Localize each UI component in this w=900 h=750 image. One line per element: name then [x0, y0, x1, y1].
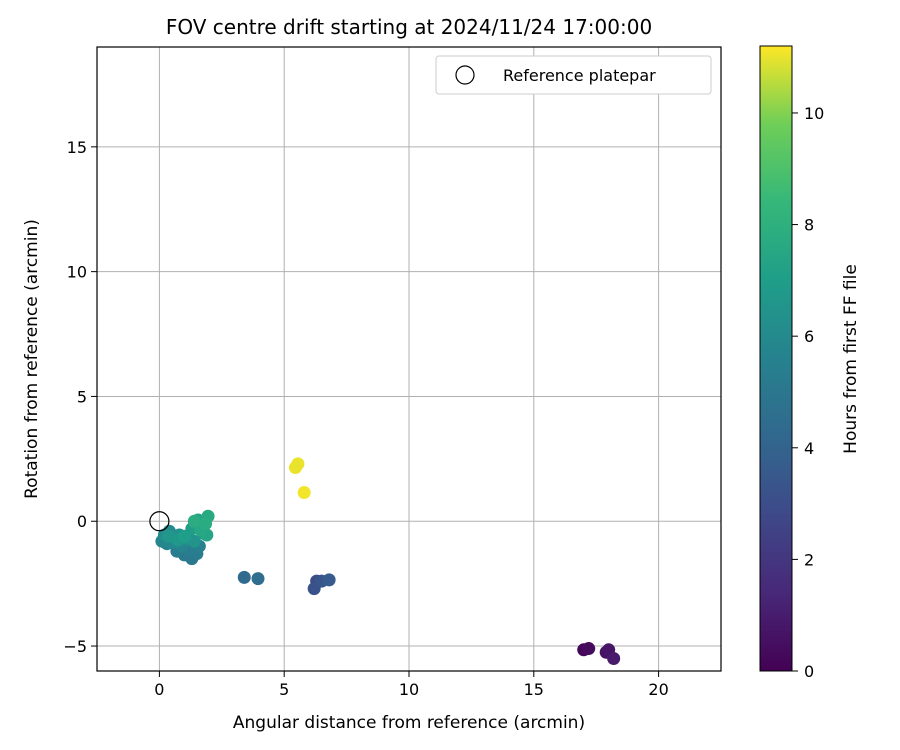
data-point [187, 534, 201, 548]
x-tick-label: 10 [399, 680, 419, 699]
x-tick-label: 0 [154, 680, 164, 699]
data-point [237, 570, 251, 584]
reference-marker-layer [149, 511, 170, 532]
x-axis-label: Angular distance from reference (arcmin) [233, 713, 585, 733]
colorbar-tick-label: 0 [804, 662, 814, 681]
data-point [199, 517, 213, 531]
legend-entry-label: Reference platepar [503, 66, 656, 85]
colorbar-tick-label: 8 [804, 216, 814, 235]
reference-platepar-marker [149, 511, 170, 532]
chart-title: FOV centre drift starting at 2024/11/24 … [166, 15, 652, 39]
y-axis-label: Rotation from reference (arcmin) [22, 219, 42, 499]
y-tick-label: 0 [77, 512, 87, 531]
y-tick-label: −5 [63, 637, 87, 656]
y-tick-label: 15 [67, 138, 87, 157]
y-tick-label: 10 [67, 263, 87, 282]
colorbar-ticks: 0 2 4 6 8 10 [792, 104, 824, 681]
data-point [161, 529, 175, 543]
y-axis: −5 0 5 10 15 [63, 138, 97, 656]
data-points [155, 457, 621, 666]
x-axis: 0 5 10 15 20 [154, 671, 669, 699]
data-point [607, 652, 621, 666]
data-point [177, 529, 191, 543]
x-tick-label: 5 [279, 680, 289, 699]
legend: Reference platepar [435, 55, 712, 95]
colorbar-label: Hours from first FF file [841, 264, 861, 454]
data-point [322, 573, 336, 587]
data-point [291, 457, 305, 471]
colorbar-tick-label: 10 [804, 104, 824, 123]
legend-reference-marker [455, 65, 475, 85]
data-point [187, 514, 201, 528]
data-point [251, 572, 265, 586]
colorbar-gradient [759, 45, 793, 672]
x-tick-label: 15 [524, 680, 544, 699]
x-tick-label: 20 [648, 680, 668, 699]
data-point [297, 486, 311, 500]
data-point [582, 642, 596, 656]
colorbar: 0 2 4 6 8 10 Hours from first FF file [759, 45, 861, 681]
y-tick-label: 5 [77, 387, 87, 406]
legend-box [435, 55, 712, 95]
colorbar-tick-label: 2 [804, 550, 814, 569]
colorbar-tick-label: 4 [804, 439, 814, 458]
colorbar-tick-label: 6 [804, 327, 814, 346]
grid [97, 47, 721, 671]
